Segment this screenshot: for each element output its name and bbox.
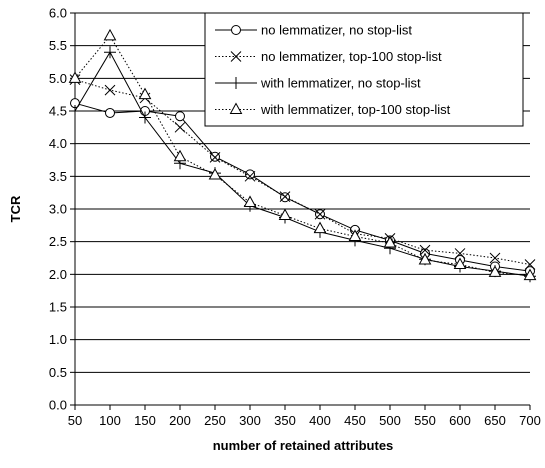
legend-entry: no lemmatizer, no stop-list bbox=[215, 23, 412, 38]
legend-label: with lemmatizer, top-100 stop-list bbox=[260, 102, 451, 117]
x-tick-label: 250 bbox=[204, 413, 226, 428]
x-tick-label: 450 bbox=[344, 413, 366, 428]
x-tick-label: 100 bbox=[99, 413, 121, 428]
point-marker-plus bbox=[104, 46, 116, 59]
point-marker-triangle bbox=[173, 149, 187, 162]
x-tick-label: 550 bbox=[414, 413, 436, 428]
y-tick-label: 0.0 bbox=[49, 398, 67, 413]
y-tick-label: 0.5 bbox=[49, 365, 67, 380]
x-tick-label: 700 bbox=[519, 413, 541, 428]
point-marker-triangle bbox=[278, 208, 292, 221]
x-tick-label: 50 bbox=[68, 413, 82, 428]
point-marker-triangle bbox=[68, 71, 82, 83]
point-marker-triangle bbox=[103, 28, 117, 41]
y-tick-label: 5.0 bbox=[49, 71, 67, 86]
point-marker-triangle bbox=[523, 268, 537, 281]
point-marker-x bbox=[419, 244, 431, 256]
point-marker-triangle bbox=[488, 265, 502, 277]
legend-label: no lemmatizer, top-100 stop-list bbox=[261, 49, 442, 64]
point-marker-plus bbox=[139, 111, 151, 124]
y-tick-label: 3.5 bbox=[49, 169, 67, 184]
y-tick-label: 6.0 bbox=[49, 6, 67, 21]
legend-entry: with lemmatizer, no stop-list bbox=[215, 76, 421, 91]
point-marker-x bbox=[314, 208, 326, 220]
point-marker-circle bbox=[245, 169, 255, 180]
y-tick-label: 2.0 bbox=[49, 267, 67, 282]
point-marker-plus bbox=[69, 105, 81, 117]
x-tick-label: 600 bbox=[449, 413, 471, 428]
point-marker-triangle bbox=[418, 252, 432, 265]
x-tick-label: 300 bbox=[239, 413, 261, 428]
point-marker-x bbox=[209, 152, 221, 163]
point-marker-triangle bbox=[313, 221, 327, 234]
legend-entry: no lemmatizer, top-100 stop-list bbox=[215, 49, 442, 64]
point-marker-x bbox=[230, 51, 242, 62]
point-marker-x bbox=[174, 121, 186, 133]
point-marker-plus bbox=[230, 77, 242, 89]
y-tick-label: 1.5 bbox=[49, 300, 67, 315]
legend: no lemmatizer, no stop-list no lemmatizer… bbox=[204, 12, 524, 127]
y-tick-label: 1.0 bbox=[49, 332, 67, 347]
y-tick-label: 4.0 bbox=[49, 136, 67, 151]
point-marker-x bbox=[244, 170, 256, 182]
x-tick-label: 200 bbox=[169, 413, 191, 428]
legend-entry: with lemmatizer, top-100 stop-list bbox=[215, 102, 451, 117]
point-marker-circle bbox=[231, 25, 241, 35]
point-marker-triangle bbox=[453, 257, 467, 270]
point-marker-x bbox=[454, 248, 466, 259]
series-line bbox=[74, 51, 531, 277]
series-4 bbox=[68, 28, 537, 281]
x-axis-title: number of retained attributes bbox=[213, 438, 394, 453]
legend-label: no lemmatizer, no stop-list bbox=[261, 23, 412, 38]
point-marker-triangle bbox=[208, 167, 222, 180]
point-marker-x bbox=[524, 259, 536, 270]
legend-label: with lemmatizer, no stop-list bbox=[260, 76, 421, 91]
point-marker-triangle bbox=[138, 87, 152, 100]
point-marker-triangle bbox=[383, 235, 397, 248]
point-marker-triangle bbox=[229, 102, 243, 114]
series-group bbox=[68, 28, 537, 283]
y-axis-title: TCR bbox=[8, 195, 23, 222]
x-tick-label: 350 bbox=[274, 413, 296, 428]
y-tick-label: 4.5 bbox=[49, 104, 67, 119]
y-tick-label: 2.5 bbox=[49, 234, 67, 249]
legend-box bbox=[204, 12, 524, 127]
x-tick-label: 150 bbox=[134, 413, 156, 428]
point-marker-circle bbox=[105, 107, 115, 118]
y-tick-label: 5.5 bbox=[49, 38, 67, 53]
point-marker-x bbox=[279, 191, 291, 202]
point-marker-x bbox=[104, 84, 116, 96]
series-line bbox=[74, 102, 531, 272]
point-marker-triangle bbox=[243, 195, 257, 207]
point-marker-circle bbox=[175, 111, 185, 122]
y-tick-label: 3.0 bbox=[49, 202, 67, 217]
x-tick-label: 400 bbox=[309, 413, 331, 428]
x-tick-label: 650 bbox=[484, 413, 506, 428]
point-marker-triangle bbox=[348, 229, 362, 241]
point-marker-x bbox=[489, 252, 501, 264]
x-tick-label: 500 bbox=[379, 413, 401, 428]
